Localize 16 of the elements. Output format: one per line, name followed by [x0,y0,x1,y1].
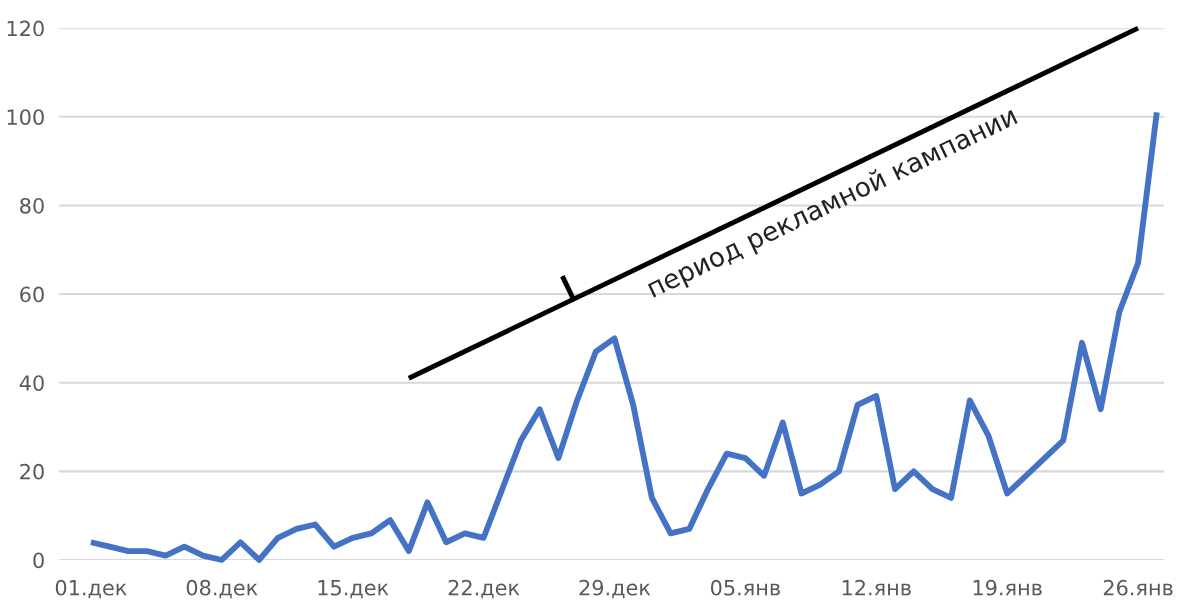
y-tick-label: 120 [7,20,44,37]
y-tick-label: 100 [7,109,44,125]
y-tick-label: 40 [19,375,44,391]
y-tick-label: 60 [20,286,44,303]
x-tick-label: 08.дек [186,579,258,599]
x-tick-label: 01.дек [55,579,127,599]
x-tick-label: 15.дек [318,580,389,599]
x-tick-label: 26.янв [1103,579,1173,596]
y-tick-label: 20 [20,463,44,480]
x-tick-label: 12.янв [842,579,911,596]
x-tick-label: 22.дек [448,579,520,599]
x-tick-label: 29.дек [579,579,651,599]
y-tick-label: 0 [33,552,44,569]
x-tick-label: 19.янв [973,579,1042,596]
y-tick-label: 80 [20,197,44,214]
x-tick-label: 05.янв [710,579,780,596]
